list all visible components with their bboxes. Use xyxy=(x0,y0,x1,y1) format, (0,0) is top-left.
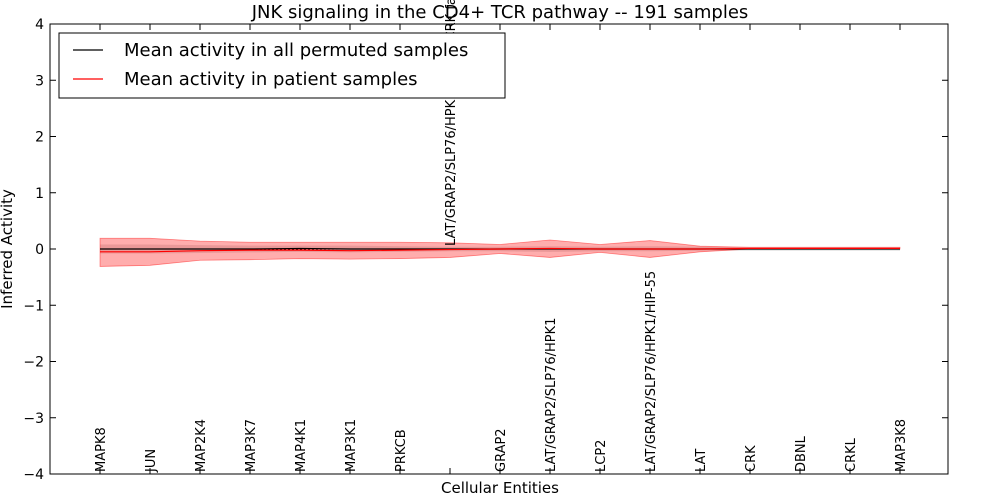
y-tick-label: −2 xyxy=(23,355,44,371)
legend-label-patient: Mean activity in patient samples xyxy=(124,69,418,90)
y-axis-label: Inferred Activity xyxy=(0,189,16,309)
x-category-label: GRAP2 xyxy=(494,428,509,472)
y-tick-label: 2 xyxy=(35,130,44,146)
y-tick-label: −4 xyxy=(23,467,44,483)
plot-area xyxy=(99,237,901,267)
series-line-patient xyxy=(100,247,900,253)
x-category-label: CRKL xyxy=(844,437,859,472)
legend-box xyxy=(58,32,506,99)
y-tick-label: −1 xyxy=(23,298,44,314)
y-tick-label: −3 xyxy=(23,411,44,427)
x-category-label: DBNL xyxy=(794,435,809,472)
x-category-label: LAT/GRAP2/SLP76/HPK1 xyxy=(544,318,559,472)
chart-title: JNK signaling in the CD4+ TCR pathway --… xyxy=(251,2,749,23)
x-category-label: MAP2K4 xyxy=(194,419,209,472)
x-category-label: JUN xyxy=(144,449,159,473)
x-category-label: LAT/GRAP2/SLP76/HPK1/HIP-55 xyxy=(644,271,659,472)
x-axis-label: Cellular Entities xyxy=(441,479,559,497)
legend: Mean activity in all permuted samples Me… xyxy=(58,32,506,99)
y-tick-label: 3 xyxy=(35,73,44,89)
x-category-label: MAP4K1 xyxy=(294,419,309,472)
legend-label-permuted: Mean activity in all permuted samples xyxy=(124,40,468,61)
y-tick-label: 0 xyxy=(35,242,44,258)
x-category-label: MAP3K1 xyxy=(344,419,359,472)
x-category-label: MAPK8 xyxy=(94,427,109,472)
x-category-label: PRKCB xyxy=(394,429,409,472)
y-axis: 4 3 2 1 0 −1 −2 −3 −4 xyxy=(23,17,948,483)
y-tick-label: 1 xyxy=(35,186,44,202)
x-category-label: LCP2 xyxy=(594,440,609,472)
x-category-label: CRK xyxy=(744,445,759,472)
y-tick-label: 4 xyxy=(35,17,44,33)
x-category-label: MAP3K7 xyxy=(244,419,259,472)
x-category-label: LAT xyxy=(694,449,709,472)
x-category-label: MAP3K8 xyxy=(894,419,909,472)
